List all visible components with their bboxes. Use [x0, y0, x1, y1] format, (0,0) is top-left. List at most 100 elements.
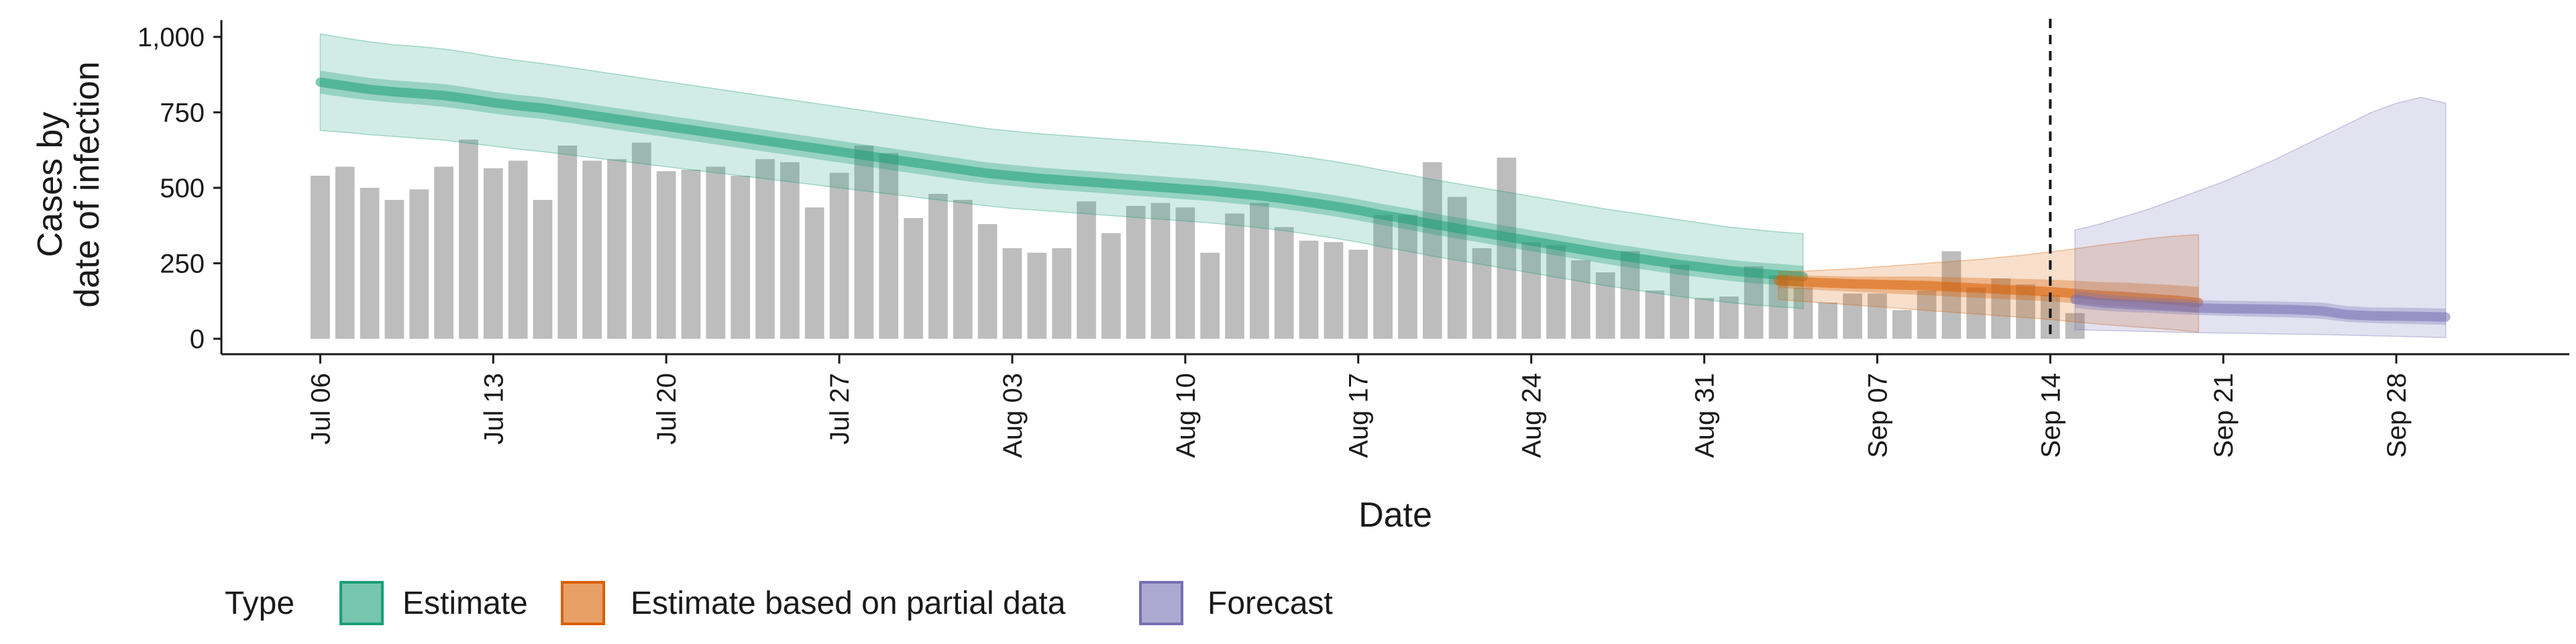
bar [904, 218, 923, 339]
x-tick-label: Jul 20 [652, 373, 682, 445]
bar [977, 224, 998, 339]
x-axis-title: Date [1358, 496, 1432, 535]
median-line-estimate-based-on-partial-data [1774, 276, 2204, 307]
bar [1818, 303, 1838, 339]
x-ticks: Jul 06 Jul 13 Jul 20 Jul 27 Aug 03 Aug 10 Aug … [306, 354, 2412, 458]
bar [533, 200, 553, 339]
bar [854, 146, 874, 339]
legend-label-estimate: Estimate [402, 586, 528, 621]
estimate-bands [315, 33, 2451, 338]
bar [1200, 252, 1220, 339]
bar [780, 162, 800, 339]
bar [804, 207, 824, 339]
x-tick-label: Aug 03 [998, 373, 1028, 458]
bar [1892, 310, 1912, 339]
bar [1868, 293, 1887, 339]
bar [459, 140, 478, 339]
bar [508, 160, 528, 339]
y-tick-label: 1,000 [138, 23, 205, 52]
bar [631, 142, 651, 339]
bar [1595, 272, 1615, 339]
bar [1225, 213, 1244, 339]
x-tick-label: Aug 31 [1690, 373, 1720, 458]
x-tick-label: Sep 07 [1863, 373, 1892, 458]
bar [1373, 215, 1393, 339]
bar [681, 170, 701, 339]
bar [1768, 275, 1788, 339]
bar [483, 168, 503, 339]
bar [582, 160, 602, 339]
x-tick-label: Sep 21 [2209, 373, 2239, 458]
band-outer-forecast [2074, 97, 2447, 338]
bar [1126, 206, 1146, 339]
bar [1299, 240, 1319, 339]
y-tick-label: 750 [160, 99, 205, 128]
bar [311, 176, 330, 339]
bar [1793, 287, 1813, 339]
bar [1570, 260, 1591, 339]
legend-label-forecast: Forecast [1208, 586, 1333, 621]
bar [928, 194, 948, 339]
bar [1422, 162, 1442, 339]
y-tick-label: 0 [190, 325, 205, 354]
band-outer-estimate [319, 33, 1804, 309]
bar [1843, 293, 1862, 339]
legend-label-estimate-partial: Estimate based on partial data [631, 586, 1066, 621]
bar [1052, 248, 1071, 339]
bar [1472, 248, 1492, 339]
reported-cases-bars [311, 140, 2085, 339]
legend-key-estimate-partial [561, 581, 605, 625]
bar [1447, 197, 1467, 339]
bar [1175, 207, 1195, 339]
bar [1150, 203, 1171, 339]
bar [1719, 297, 1739, 339]
legend-key-estimate [339, 581, 384, 625]
y-axis-title-line-2: date of infection [68, 61, 107, 307]
x-tick-label: Jul 13 [479, 373, 508, 445]
bar [384, 200, 405, 339]
x-tick-label: Sep 28 [2382, 373, 2412, 458]
bar [1695, 298, 1714, 339]
bar [1274, 227, 1294, 339]
bar [1250, 203, 1269, 339]
y-axis-title-line-1: Cases by [31, 112, 70, 258]
y-ticks: 0 250 500 750 1,000 [138, 23, 221, 354]
x-tick-label: Aug 10 [1171, 373, 1201, 458]
bar [1521, 242, 1541, 339]
bar [731, 176, 751, 339]
bar [434, 166, 453, 339]
band-outer-estimate-based-on-partial-data [1778, 233, 2200, 333]
x-tick-label: Jul 27 [825, 373, 855, 445]
x-tick-label: Aug 17 [1344, 373, 1374, 458]
bar [953, 200, 973, 339]
bar [1546, 245, 1566, 339]
bar [1398, 215, 1417, 339]
x-tick-label: Aug 24 [1517, 373, 1547, 458]
y-tick-label: 250 [160, 250, 205, 279]
y-tick-label: 500 [160, 174, 205, 203]
legend-title: Type [225, 586, 294, 621]
bar [2065, 313, 2085, 339]
bar [706, 166, 726, 339]
bar [755, 159, 775, 339]
bar [1324, 242, 1344, 339]
bar [829, 172, 849, 339]
bar [1966, 287, 1986, 339]
median-line-forecast [2070, 294, 2451, 322]
bar [1645, 290, 1665, 339]
legend-key-forecast [1139, 581, 1183, 625]
bar [607, 159, 627, 339]
bar [656, 171, 676, 339]
bar [557, 146, 578, 339]
bar [335, 166, 355, 339]
bar [1348, 250, 1368, 339]
bar [1101, 233, 1121, 339]
bar [409, 189, 429, 339]
bar [1917, 290, 1937, 339]
x-tick-label: Sep 14 [2036, 373, 2065, 458]
bar [879, 153, 899, 339]
bar [1002, 248, 1022, 339]
bar [1497, 158, 1517, 339]
legend: Type Estimate Estimate based on partial … [225, 581, 1333, 625]
